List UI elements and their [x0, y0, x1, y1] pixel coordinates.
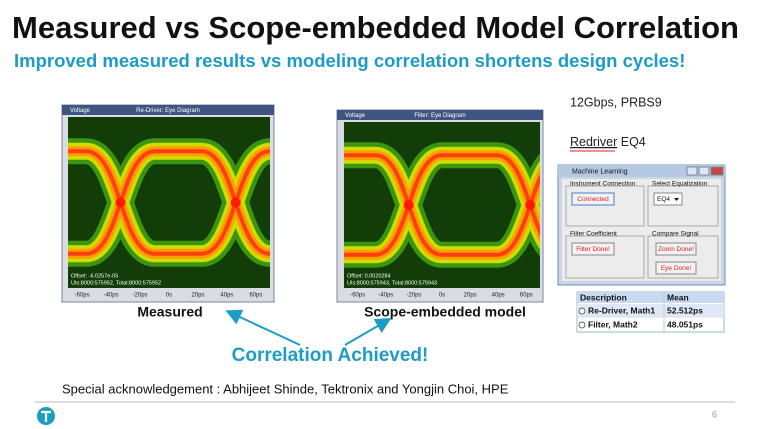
- select-value: EQ4: [657, 196, 670, 203]
- group-box: [565, 235, 645, 279]
- table-header: Mean: [667, 292, 689, 302]
- caption: Scope-embedded model: [364, 304, 526, 320]
- group-box: [647, 235, 719, 279]
- group-label: Select Equalization: [652, 181, 708, 188]
- table-cell: Re-Driver, Math1: [588, 305, 655, 315]
- eye-x-tick: -60ps: [350, 293, 365, 299]
- button[interactable]: [655, 242, 697, 256]
- measurement-table: Description Mean Re-Driver, Math1 52.512…: [576, 291, 725, 333]
- eye-x-tick: -40ps: [378, 293, 393, 299]
- button[interactable]: [655, 261, 697, 275]
- group-box: [647, 185, 719, 227]
- button[interactable]: [571, 242, 615, 256]
- group-label: Filter Coefficient: [570, 231, 617, 238]
- eye-x-tick: 20ps: [191, 293, 204, 299]
- dialog-title: Machine Learning: [572, 168, 628, 175]
- eye-x-tick: -20ps: [406, 293, 421, 299]
- arrow: [225, 309, 301, 346]
- eye-x-tick: -60ps: [75, 293, 90, 299]
- button-label: Zoom Done!: [658, 246, 694, 253]
- eye-traces: [68, 138, 270, 267]
- rate-note: 12Gbps, PRBS9: [570, 95, 662, 109]
- eye-uis: UIs:8000:575943, Total:8000:575943: [347, 280, 437, 286]
- eye-uis: UIs:8000:575952, Total:8000:575952: [71, 280, 161, 286]
- table-cell: 48.051ps: [667, 319, 703, 329]
- table-cell: Filter, Math2: [588, 319, 638, 329]
- acknowledgement: Special acknowledgement : Abhijeet Shind…: [62, 381, 509, 396]
- eye-axis-label: Voltage: [345, 113, 366, 119]
- button-label: Filter Done!: [576, 246, 610, 253]
- eye-x-tick: 20ps: [464, 293, 477, 299]
- eye-x-tick: 0s: [166, 293, 172, 299]
- eye-title-bar: [337, 110, 543, 120]
- eye-x-tick: 40ps: [220, 293, 233, 299]
- group-label: Instrument Connection: [570, 181, 636, 188]
- page-number: 6: [712, 409, 717, 419]
- subtitle: Improved measured results vs modeling co…: [14, 50, 685, 71]
- table-header: Description: [580, 292, 627, 302]
- eye-x-tick: 0s: [439, 293, 445, 299]
- dialog: Machine Learning Instrument Connection S…: [557, 164, 726, 286]
- eye-traces: [344, 142, 540, 268]
- eye-window-title: Filter: Eye Diagram: [414, 113, 465, 119]
- caption: Measured: [137, 304, 202, 320]
- table-cell: 52.512ps: [667, 305, 703, 315]
- redriver-note: Redriver EQ4: [570, 135, 646, 149]
- group-box: [565, 185, 645, 227]
- group-label: Compare Signal: [652, 231, 699, 238]
- eye-offset: Offset: 0.0020284: [347, 273, 391, 279]
- eye-title-bar: [62, 105, 274, 115]
- eye-x-tick: 60ps: [520, 293, 533, 299]
- redriver-setting: EQ4: [621, 135, 646, 149]
- eye-diagram: Voltage Re-Driver: Eye Diagram Offset: -6.…: [61, 104, 275, 303]
- eye-x-tick: 60ps: [249, 293, 262, 299]
- eye-crossing: [525, 200, 536, 210]
- arrow: [344, 317, 392, 346]
- button-label: Connected: [577, 196, 609, 203]
- redriver-word: Redriver: [570, 135, 617, 149]
- eye-offset: Offset: -6.0257e-05: [71, 273, 118, 279]
- eye-crossing: [115, 197, 126, 208]
- eye-crossing: [403, 200, 414, 210]
- callout: Correlation Achieved!: [232, 345, 429, 366]
- eye-x-tick: 40ps: [492, 293, 505, 299]
- eye-crossing: [230, 197, 241, 208]
- eye-x-tick: -20ps: [133, 293, 148, 299]
- eye-diagram: Voltage Filter: Eye Diagram Offset: 0.0020…: [336, 109, 544, 303]
- select[interactable]: [653, 192, 683, 206]
- button-label: Eye Done!: [661, 265, 692, 272]
- eye-x-tick: -40ps: [104, 293, 119, 299]
- eye-axis-label: Voltage: [70, 108, 91, 114]
- button[interactable]: [571, 192, 615, 206]
- slide-title: Measured vs Scope-embedded Model Correla…: [12, 10, 739, 45]
- eye-window-title: Re-Driver: Eye Diagram: [136, 108, 200, 114]
